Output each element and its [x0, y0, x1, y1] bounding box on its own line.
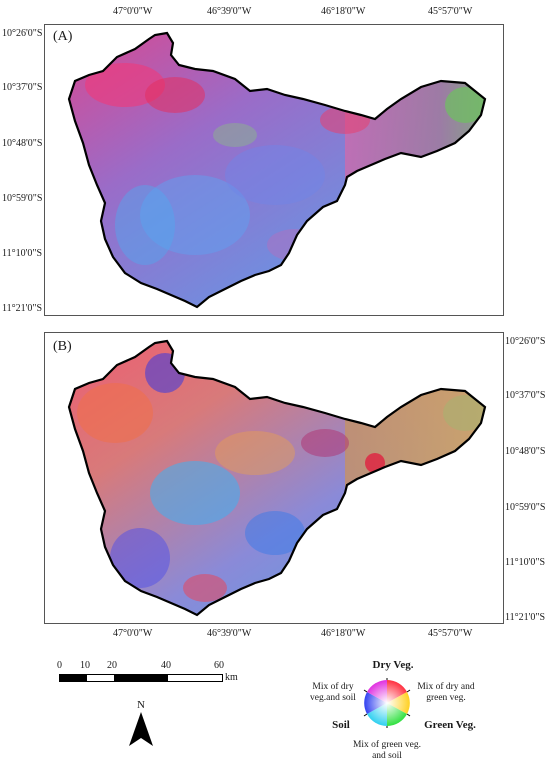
scale-tick-20: 20: [107, 660, 117, 671]
north-label: N: [137, 699, 145, 711]
legend-mix-dry-soil: Mix of dry veg.and soil: [310, 682, 356, 703]
scale-unit: km: [225, 672, 238, 683]
scale-tick-40: 40: [161, 660, 171, 671]
right-lat-label: 10°37'0"S: [505, 390, 546, 401]
left-lat-label: 10°59'0"S: [2, 193, 43, 204]
map-panel-b: (B): [44, 332, 504, 624]
right-lat-label: 11°10'0"S: [505, 557, 546, 568]
right-lat-label: 11°21'0"S: [505, 612, 546, 623]
legend-color-wheel: [363, 678, 411, 728]
left-lat-label: 11°21'0"S: [2, 303, 43, 314]
legend-mix-dry-green: Mix of dry and green veg.: [417, 682, 475, 703]
right-lat-label: 10°59'0"S: [505, 502, 546, 513]
panel-a-letter: (A): [53, 29, 73, 44]
left-lat-label: 10°26'0"S: [2, 28, 43, 39]
legend-mix-green-soil: Mix of green veg. and soil: [352, 740, 422, 761]
scale-tick-0: 0: [57, 660, 62, 671]
top-lon-label: 47°0'0"W: [113, 6, 153, 17]
scale-tick-10: 10: [80, 660, 90, 671]
right-lat-label: 10°48'0"S: [505, 446, 546, 457]
panel-b-letter: (B): [53, 339, 72, 354]
map-panel-a: (A): [44, 24, 504, 316]
legend-green-veg: Green Veg.: [424, 719, 476, 731]
top-lon-label: 45°57'0"W: [428, 6, 473, 17]
top-lon-label: 46°18'0"W: [321, 6, 366, 17]
left-lat-label: 10°37'0"S: [2, 82, 43, 93]
scale-tick-60: 60: [214, 660, 224, 671]
bottom-lon-label: 45°57'0"W: [428, 628, 473, 639]
map-b-image: [67, 339, 487, 617]
map-a-image: [67, 31, 487, 309]
bottom-lon-label: 46°18'0"W: [321, 628, 366, 639]
left-lat-label: 11°10'0"S: [2, 248, 43, 259]
north-arrow-icon: [129, 712, 153, 746]
bottom-lon-label: 47°0'0"W: [113, 628, 153, 639]
right-lat-label: 10°26'0"S: [505, 336, 546, 347]
top-lon-label: 46°39'0"W: [207, 6, 252, 17]
bottom-lon-label: 46°39'0"W: [207, 628, 252, 639]
legend-dry-veg: Dry Veg.: [372, 659, 414, 671]
legend-soil: Soil: [332, 719, 350, 731]
scale-bar: [59, 674, 223, 682]
left-lat-label: 10°48'0"S: [2, 138, 43, 149]
